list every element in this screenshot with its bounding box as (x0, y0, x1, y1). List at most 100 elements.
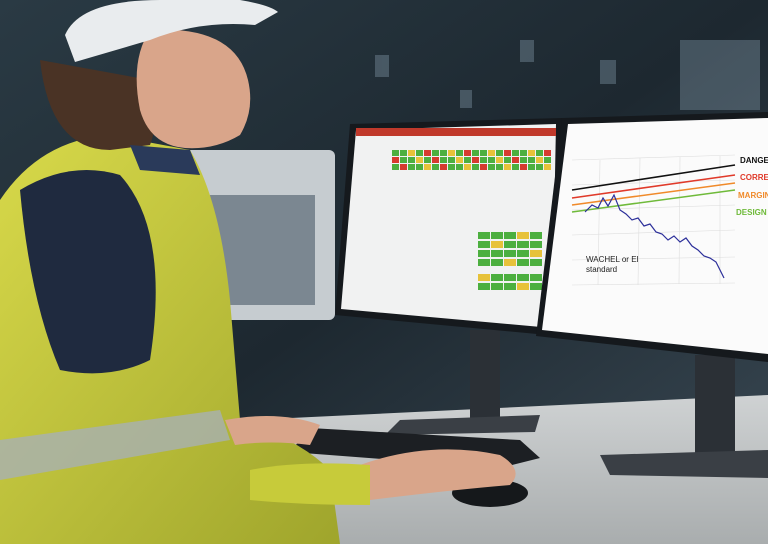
status-cell (536, 150, 543, 156)
status-cell (400, 157, 407, 163)
status-cell (488, 164, 495, 170)
monitor-stand (695, 355, 735, 455)
status-cell (400, 150, 407, 156)
status-cell (478, 259, 490, 266)
status-cell (517, 232, 529, 239)
status-cell (456, 164, 463, 170)
status-cell (416, 150, 423, 156)
status-cell (517, 241, 529, 248)
annotation: standard (586, 265, 617, 274)
status-cell (440, 150, 447, 156)
status-cell (491, 259, 503, 266)
status-cell (517, 259, 529, 266)
status-cell (392, 157, 399, 163)
status-cell (517, 250, 529, 257)
status-cell (504, 164, 511, 170)
spectrum-line (584, 193, 725, 279)
status-cell (478, 274, 490, 281)
status-cell (491, 250, 503, 257)
status-cell (496, 157, 503, 163)
status-cell (544, 157, 551, 163)
reflective-stripe (0, 410, 230, 480)
status-cell (528, 157, 535, 163)
status-cell (530, 274, 542, 281)
status-cell (480, 150, 487, 156)
status-cell (528, 150, 535, 156)
status-cell (408, 150, 415, 156)
hair (40, 60, 155, 150)
status-cell (520, 150, 527, 156)
status-cell (491, 274, 503, 281)
status-cell (530, 232, 542, 239)
status-cell (512, 150, 519, 156)
status-cell (520, 157, 527, 163)
title-bar (356, 128, 556, 136)
status-cell (478, 250, 490, 257)
status-cell (496, 150, 503, 156)
status-cell (448, 150, 455, 156)
jacket-panel (20, 170, 156, 374)
status-cell (440, 164, 447, 170)
status-cell (424, 164, 431, 170)
face (136, 29, 251, 149)
right-screen (542, 118, 768, 354)
status-cell (488, 150, 495, 156)
plot-grid (571, 154, 736, 286)
limit-lines (571, 164, 736, 213)
legend-label: MARGINA (738, 191, 768, 200)
status-cell (512, 157, 519, 163)
status-cell (536, 157, 543, 163)
status-cell (408, 157, 415, 163)
status-cell (530, 250, 542, 257)
status-cell (530, 259, 542, 266)
status-cell (392, 150, 399, 156)
status-cell (504, 250, 516, 257)
status-cell (464, 150, 471, 156)
status-cell (480, 157, 487, 163)
hand (360, 449, 516, 500)
status-cell (504, 283, 516, 290)
status-cell (448, 164, 455, 170)
status-cell (536, 164, 543, 170)
status-cell (491, 232, 503, 239)
status-cell (528, 164, 535, 170)
status-cell (504, 150, 511, 156)
status-cell (504, 259, 516, 266)
status-cell (464, 164, 471, 170)
status-cell (491, 283, 503, 290)
status-cell (432, 164, 439, 170)
status-cell (478, 232, 490, 239)
status-grid (392, 150, 551, 170)
status-cell (517, 274, 529, 281)
status-cell (456, 150, 463, 156)
status-cell (504, 157, 511, 163)
status-cell (504, 241, 516, 248)
status-cell (491, 241, 503, 248)
hand (225, 416, 320, 445)
status-cell (400, 164, 407, 170)
status-cell (448, 157, 455, 163)
status-cell (472, 157, 479, 163)
status-cell (544, 164, 551, 170)
status-cell (544, 150, 551, 156)
status-cell (408, 164, 415, 170)
status-cell (416, 164, 423, 170)
status-cell (392, 164, 399, 170)
sleeve (250, 463, 370, 505)
legend-label: DESIGN (736, 208, 767, 217)
status-grid (478, 232, 542, 290)
status-cell (472, 164, 479, 170)
status-cell (478, 283, 490, 290)
status-cell (480, 164, 487, 170)
status-cell (520, 164, 527, 170)
annotation: WACHEL or EI (586, 255, 639, 264)
status-cell (530, 283, 542, 290)
status-cell (416, 157, 423, 163)
status-cell (488, 157, 495, 163)
monitor-stand (470, 330, 500, 420)
collar (130, 145, 200, 175)
status-cell (512, 164, 519, 170)
status-cell (432, 150, 439, 156)
background-lights (375, 40, 760, 110)
